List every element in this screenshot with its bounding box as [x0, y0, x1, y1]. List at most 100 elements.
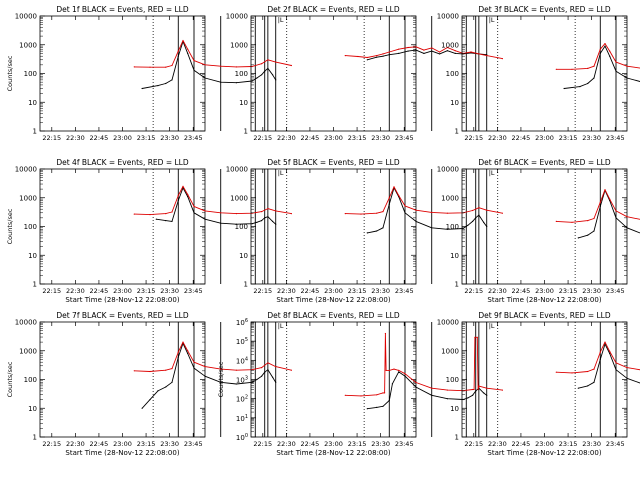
data-point-lld: [384, 392, 386, 394]
data-point-events: [486, 225, 488, 228]
y-tick-label: 10: [450, 99, 459, 107]
x-tick-label: 23:30: [160, 134, 179, 142]
data-point-lld: [235, 213, 237, 215]
data-point-lld: [473, 388, 475, 391]
x-tick-label: 23:30: [371, 134, 390, 142]
data-point-lld: [171, 368, 173, 370]
y-tick-label: 10: [28, 252, 37, 260]
x-tick-label: 22:45: [512, 287, 531, 295]
data-point-lld: [187, 350, 189, 352]
data-point-lld: [261, 367, 263, 369]
data-point-events: [593, 230, 595, 232]
y-tick-label: 1000: [230, 41, 248, 49]
x-tick-label: 22:15: [42, 287, 61, 295]
data-point-events: [251, 223, 253, 225]
panel-2: Det 2f BLACK = Events, RED = LLD 1 10 100 10…: [226, 5, 503, 142]
data-point-lld: [404, 373, 406, 375]
x-tick-label: 23:00: [535, 134, 554, 142]
x-tick-label: 23:15: [348, 134, 367, 142]
x-tick-label: 23:15: [559, 134, 578, 142]
data-point-events: [431, 50, 433, 52]
data-point-events: [366, 232, 368, 234]
data-point-lld: [360, 213, 362, 215]
y-tick-label: 1000: [441, 347, 459, 355]
data-point-events: [599, 358, 601, 360]
y-axis-label: Counts/sec: [217, 361, 225, 397]
data-point-events: [398, 52, 400, 55]
data-point-events: [165, 386, 167, 388]
y-tick-label: 1: [455, 281, 459, 289]
x-tick-label: 22:45: [301, 287, 320, 295]
data-point-lld: [599, 351, 601, 353]
y-axis-label: Counts/sec: [6, 361, 14, 397]
x-tick-label: 23:45: [184, 287, 203, 295]
data-point-events: [171, 381, 173, 383]
y-tick-label: 1: [455, 434, 459, 442]
series-events: [367, 49, 487, 61]
data-point-events: [157, 390, 159, 392]
data-point-events: [472, 394, 474, 396]
data-point-events: [275, 79, 277, 81]
x-tick-label: 22:30: [488, 134, 507, 142]
x-tick-label: 23:30: [160, 440, 179, 448]
x-tick-label: 22:15: [253, 287, 272, 295]
data-point-lld: [398, 48, 400, 50]
data-point-lld: [599, 48, 601, 50]
data-point-lld: [470, 51, 472, 53]
data-point-lld: [165, 369, 167, 371]
data-point-lld: [609, 50, 611, 52]
data-point-lld: [267, 362, 269, 364]
y-tick-label: 105: [236, 337, 248, 346]
data-point-lld: [382, 53, 384, 55]
y-axis-label: Counts/sec: [6, 55, 14, 91]
data-point-lld: [571, 221, 573, 223]
y-tick-label: 103: [236, 376, 248, 385]
data-point-lld: [193, 361, 195, 363]
plot-frame: [39, 15, 206, 132]
data-point-events: [467, 397, 469, 399]
data-point-events: [193, 367, 195, 369]
data-point-events: [415, 220, 417, 222]
data-point-events: [235, 383, 237, 385]
data-point-lld: [615, 61, 617, 63]
x-tick-label: 23:00: [113, 287, 132, 295]
x-tick-label: 23:45: [606, 134, 625, 142]
data-point-events: [404, 375, 406, 377]
data-point-lld: [187, 193, 189, 196]
x-tick-label: 22:15: [464, 287, 483, 295]
data-point-events: [275, 381, 277, 383]
data-point-events: [220, 81, 222, 83]
data-point-lld: [415, 381, 417, 384]
series-events: [578, 189, 640, 239]
panel-5: Det 5f BLACK = Events, RED = LLD 1 10 100 10…: [226, 158, 503, 304]
data-point-events: [415, 49, 417, 51]
data-point-events: [256, 77, 258, 79]
data-point-lld: [587, 220, 589, 222]
panel-6: Det 6f BLACK = Events, RED = LLD 1 10 100 10…: [437, 158, 640, 304]
series-events: [578, 343, 640, 389]
x-tick-label: 23:45: [395, 134, 414, 142]
series-lld: [345, 186, 503, 215]
y-tick-label: 10: [239, 252, 248, 260]
data-point-events: [439, 53, 441, 55]
data-point-events: [609, 352, 611, 355]
data-point-events: [483, 392, 485, 394]
data-point-lld: [290, 213, 292, 215]
panel-4: Det 4f BLACK = Events, RED = LLD 1 10 100 10…: [6, 158, 292, 304]
data-point-lld: [357, 55, 359, 58]
data-point-events: [475, 217, 477, 219]
data-point-lld: [182, 39, 184, 42]
data-point-events: [478, 214, 480, 216]
x-tick-label: 22:45: [512, 440, 531, 448]
data-point-events: [577, 387, 579, 389]
data-point-events: [467, 224, 469, 226]
data-point-lld: [393, 368, 395, 370]
data-point-events: [149, 399, 151, 401]
x-tick-label: 22:45: [90, 440, 109, 448]
x-tick-label: 22:45: [90, 287, 109, 295]
data-point-events: [593, 381, 595, 383]
data-point-lld: [415, 46, 417, 48]
y-tick-label: 10000: [226, 13, 248, 21]
corner-mark: |L: [489, 169, 495, 177]
panel-8: Det 8f BLACK = Events, RED = LLD10010110…: [217, 311, 503, 457]
